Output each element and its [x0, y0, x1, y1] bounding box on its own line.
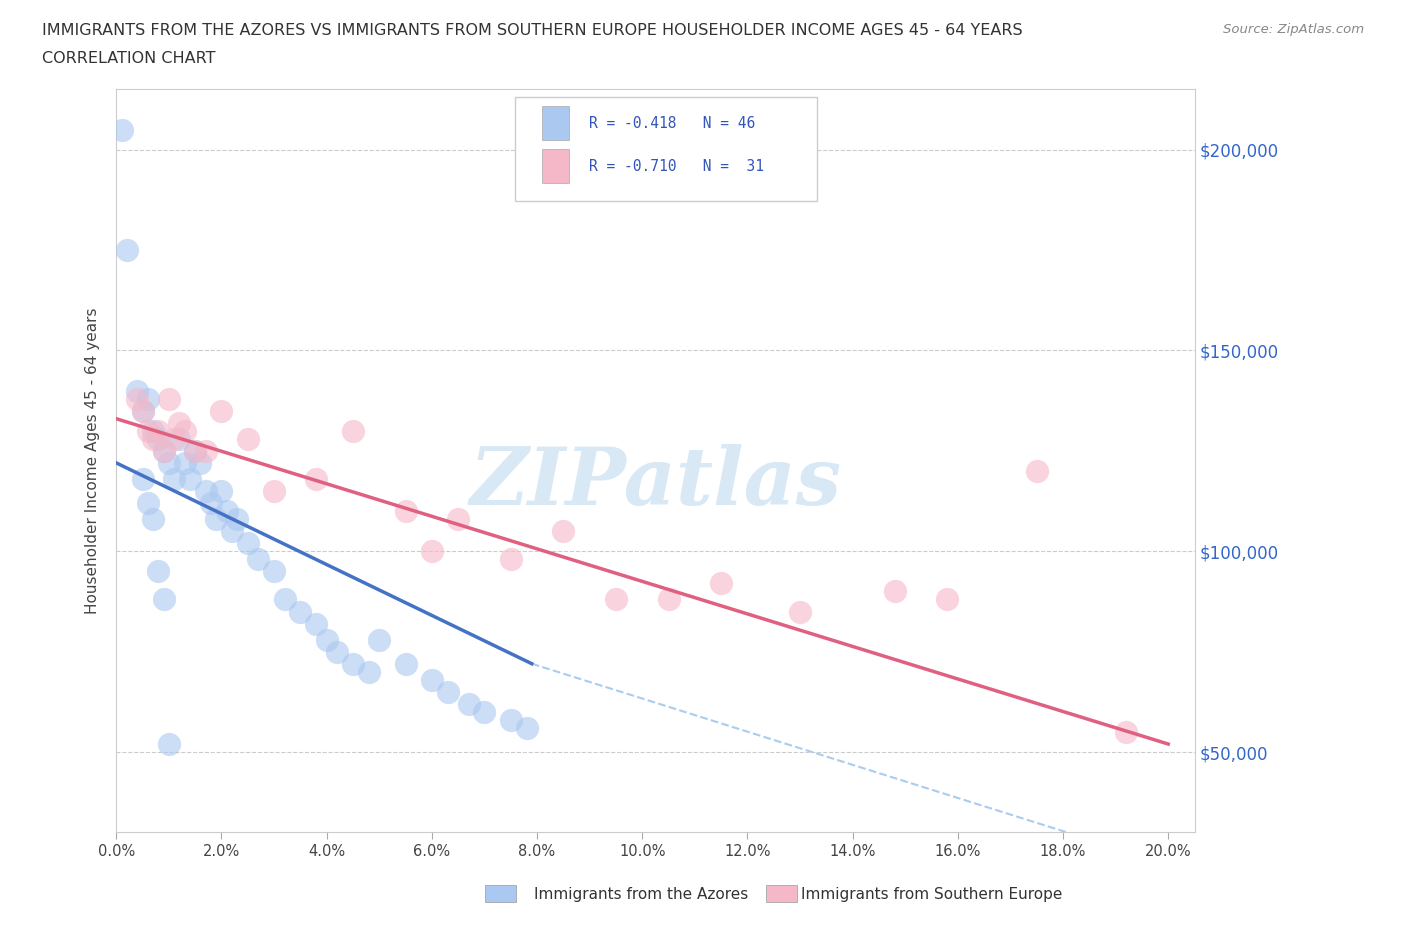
Point: [226, 512, 249, 526]
Point: [474, 704, 496, 719]
Point: [131, 472, 153, 486]
Point: [157, 737, 180, 751]
Point: [273, 592, 295, 607]
Text: Immigrants from the Azores: Immigrants from the Azores: [534, 887, 748, 902]
Point: [394, 504, 416, 519]
Point: [936, 592, 959, 607]
Point: [194, 444, 217, 458]
Point: [420, 544, 443, 559]
Point: [236, 536, 259, 551]
Point: [131, 404, 153, 418]
Point: [142, 423, 165, 438]
Point: [131, 404, 153, 418]
Point: [436, 684, 458, 699]
Point: [342, 423, 364, 438]
Point: [148, 423, 170, 438]
Point: [315, 632, 337, 647]
Point: [136, 392, 159, 406]
Point: [163, 432, 186, 446]
Point: [605, 592, 627, 607]
Point: [163, 472, 186, 486]
Point: [148, 564, 170, 578]
Point: [169, 416, 191, 431]
Point: [515, 721, 537, 736]
Point: [184, 444, 207, 458]
Point: [136, 423, 159, 438]
Point: [200, 496, 222, 511]
Point: [247, 551, 270, 566]
Point: [211, 484, 233, 498]
Text: IMMIGRANTS FROM THE AZORES VS IMMIGRANTS FROM SOUTHERN EUROPE HOUSEHOLDER INCOME: IMMIGRANTS FROM THE AZORES VS IMMIGRANTS…: [42, 23, 1022, 38]
Point: [499, 551, 522, 566]
Text: ZIPatlas: ZIPatlas: [470, 445, 841, 522]
Point: [142, 432, 165, 446]
Point: [657, 592, 679, 607]
Point: [263, 484, 285, 498]
Point: [553, 524, 575, 538]
Point: [883, 584, 905, 599]
Point: [420, 672, 443, 687]
Text: Source: ZipAtlas.com: Source: ZipAtlas.com: [1223, 23, 1364, 36]
Point: [368, 632, 391, 647]
Point: [290, 604, 312, 619]
Point: [211, 404, 233, 418]
Point: [1025, 463, 1047, 478]
Point: [179, 472, 201, 486]
Point: [157, 456, 180, 471]
Point: [447, 512, 470, 526]
Text: Immigrants from Southern Europe: Immigrants from Southern Europe: [801, 887, 1063, 902]
Point: [236, 432, 259, 446]
Point: [115, 243, 138, 258]
Point: [173, 456, 195, 471]
Point: [136, 496, 159, 511]
Point: [499, 712, 522, 727]
Point: [1130, 845, 1153, 860]
Point: [169, 432, 191, 446]
Point: [710, 576, 733, 591]
Point: [127, 392, 149, 406]
Point: [190, 456, 212, 471]
Point: [152, 444, 174, 458]
Point: [342, 657, 364, 671]
Y-axis label: Householder Income Ages 45 - 64 years: Householder Income Ages 45 - 64 years: [86, 308, 100, 614]
Point: [173, 423, 195, 438]
Point: [148, 432, 170, 446]
Bar: [543, 150, 569, 182]
Point: [263, 564, 285, 578]
Point: [184, 444, 207, 458]
Point: [152, 444, 174, 458]
Point: [127, 383, 149, 398]
Point: [789, 604, 811, 619]
Point: [205, 512, 228, 526]
Point: [457, 697, 479, 711]
Point: [394, 657, 416, 671]
Text: CORRELATION CHART: CORRELATION CHART: [42, 51, 215, 66]
Point: [1115, 724, 1137, 739]
Bar: [543, 107, 569, 140]
Point: [305, 472, 328, 486]
Point: [194, 484, 217, 498]
Text: R = -0.418   N = 46: R = -0.418 N = 46: [589, 115, 755, 131]
FancyBboxPatch shape: [515, 97, 817, 201]
Point: [215, 504, 238, 519]
Point: [357, 664, 380, 679]
Point: [305, 616, 328, 631]
Point: [142, 512, 165, 526]
Point: [152, 592, 174, 607]
Point: [326, 644, 349, 659]
Point: [221, 524, 243, 538]
Point: [157, 392, 180, 406]
Text: R = -0.710   N =  31: R = -0.710 N = 31: [589, 158, 763, 174]
Point: [110, 122, 132, 137]
